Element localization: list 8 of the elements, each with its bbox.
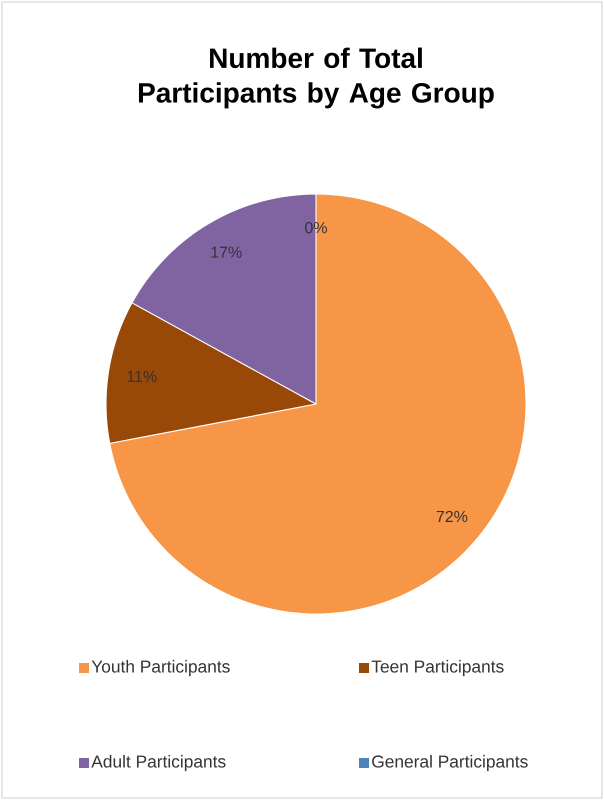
- data-label: 11%: [128, 370, 157, 382]
- legend-label: Adult Participants: [91, 754, 226, 772]
- legend-label: Youth Participants: [92, 660, 230, 676]
- legend-label: Teen Participants: [372, 660, 504, 676]
- chart-title: Number of Total Participants by Age Group: [138, 48, 494, 108]
- data-label: 72%: [436, 510, 468, 522]
- data-label: 17%: [211, 246, 242, 258]
- legend-label: General Participants: [372, 754, 528, 772]
